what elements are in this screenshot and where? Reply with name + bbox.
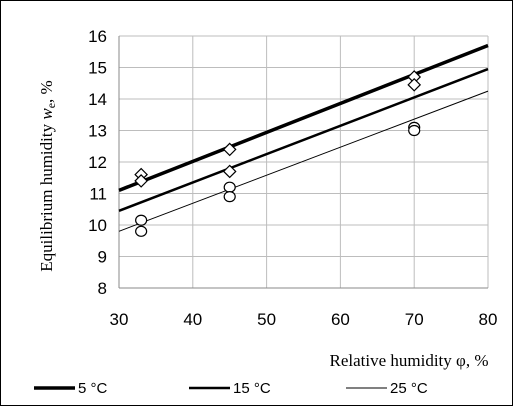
legend: 5 °C 15 °C 25 °C xyxy=(34,380,428,397)
legend-label-3: 25 °C xyxy=(390,380,428,397)
axis-layer xyxy=(118,36,488,289)
legend-label-2: 15 °C xyxy=(233,380,271,397)
circle-marker xyxy=(223,181,236,193)
x-tick-label: 80 xyxy=(479,310,498,329)
y-tick-label: 16 xyxy=(88,27,107,46)
diamond-marker xyxy=(134,174,148,188)
y-axis-label-main: Equilibrium humidity xyxy=(37,120,56,272)
diamond-marker xyxy=(222,164,237,179)
y-tick-label: 9 xyxy=(98,248,107,267)
y-tick-label: 15 xyxy=(88,59,107,78)
x-tick-label: 30 xyxy=(110,310,129,329)
y-tick-label: 10 xyxy=(88,216,107,235)
y-axis-label-subscript: e xyxy=(44,103,58,108)
y-axis-label-variable: w xyxy=(37,108,56,120)
diamond-marker xyxy=(407,77,422,92)
grid-layer xyxy=(119,35,489,288)
line-layer xyxy=(118,43,489,232)
series-line-2 xyxy=(118,67,489,212)
y-tick-label: 13 xyxy=(88,122,107,141)
x-axis-label: Relative humidity φ, % xyxy=(329,351,488,370)
y-axis-label: Equilibrium humidity we, % xyxy=(37,80,58,271)
tick-layer: 8 9 10 11 12 13 14 15 16 30 40 50 60 70 80 xyxy=(88,27,497,329)
marker-layer xyxy=(134,70,422,237)
y-tick-label: 14 xyxy=(88,90,107,109)
y-tick-label: 11 xyxy=(89,185,107,204)
circle-marker xyxy=(408,124,421,137)
x-tick-label: 50 xyxy=(257,310,276,329)
circle-marker xyxy=(135,214,148,226)
x-tick-label: 60 xyxy=(331,310,350,329)
series-line-3 xyxy=(118,90,489,232)
x-tick-label: 70 xyxy=(405,310,424,329)
diamond-marker xyxy=(222,142,237,157)
circle-marker xyxy=(135,225,148,237)
y-tick-label: 12 xyxy=(88,153,107,172)
legend-label-1: 5 °C xyxy=(78,380,108,397)
y-tick-label: 8 xyxy=(98,279,107,298)
series-line-1 xyxy=(118,43,489,192)
y-axis-label-unit: , % xyxy=(37,80,56,103)
x-tick-label: 40 xyxy=(183,310,202,329)
circle-marker xyxy=(223,191,236,203)
